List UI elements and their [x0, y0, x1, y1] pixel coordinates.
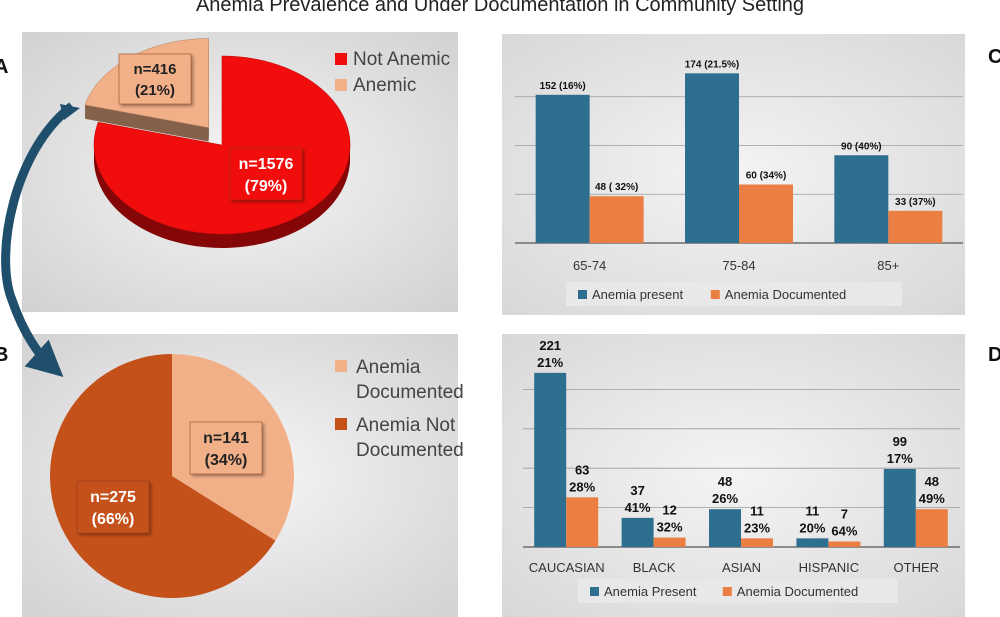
chart-d-data-label: 41%: [625, 500, 651, 515]
chart-d-bar-anemia-documented-other: [915, 509, 948, 547]
chart-c-bar-anemia-documented-85: [888, 210, 943, 243]
pie-a-label-not-anemic: n=1576 (79%): [229, 147, 303, 201]
chart-d-data-label: 26%: [712, 491, 738, 506]
chart-d-bar-anemia-present-black: [621, 517, 654, 547]
chart-d-data-label: 17%: [887, 451, 913, 466]
chart-c-data-label: 60 (34%): [746, 171, 787, 182]
chart-d-bar-anemia-present-caucasian: [534, 372, 567, 547]
chart-d-legend-swatch-anemia-present: [590, 587, 599, 596]
chart-d-bar-anemia-present-other: [883, 468, 916, 547]
pie-a-label-not-anemic-line-1: (79%): [245, 178, 288, 195]
chart-c-legend: Anemia present Anemia Documented: [566, 282, 902, 306]
chart-c-category-label-75-84: 75-84: [722, 258, 755, 273]
panel-label-b: B: [0, 344, 9, 366]
panel-label-c: C: [988, 46, 1000, 68]
pie-a-label-anemic-line-0: n=416: [134, 61, 177, 78]
pie-a-legend-label-not-anemic: Not Anemic: [353, 49, 450, 70]
chart-d-data-label: 11: [806, 503, 820, 518]
chart-c-data-label: 174 (21.5%): [685, 59, 739, 70]
pie-a-label-anemic: n=416 (21%): [118, 53, 192, 105]
chart-c-legend-box: [566, 282, 902, 306]
chart-d-data-label: 21%: [537, 355, 563, 370]
chart-d-data-label: 7: [841, 506, 848, 521]
chart-d-data-label: 20%: [799, 520, 825, 535]
pie-b-legend-swatch-anemia-not-documented: [335, 418, 347, 430]
chart-c-bar-anemia-present-75-84: [685, 73, 739, 243]
chart-c-category-label-65-74: 65-74: [573, 258, 606, 273]
arrow-a-to-b: [1, 102, 75, 378]
chart-d-data-label: 64%: [831, 523, 857, 538]
chart-d-category-label-asian: ASIAN: [722, 560, 761, 575]
chart-c-legend-swatch-anemia-present: [578, 290, 587, 299]
chart-c-bar-anemia-documented-65-74: [589, 196, 644, 243]
pie-b-slice-anemia-not-documented: [49, 354, 276, 599]
chart-d-legend-label-anemia-present: Anemia Present: [604, 584, 697, 599]
pie-a-label-anemic-line-1: (21%): [135, 82, 175, 99]
pie-b-legend-label-anemia-documented: Anemia Documented: [356, 357, 464, 403]
chart-d-data-label: 49%: [919, 491, 945, 506]
chart-d-legend: Anemia Present Anemia Documented: [578, 579, 898, 603]
chart-c-data-label: 33 (37%): [895, 197, 936, 208]
chart-d-bar-anemia-documented-caucasian: [566, 497, 599, 547]
chart-c-legend-label-anemia-present: Anemia present: [592, 287, 683, 302]
pie-b-label-documented-line-1: (34%): [205, 452, 248, 469]
chart-d-data-label: 63: [575, 462, 589, 477]
chart-d-category-label-black: BLACK: [633, 560, 676, 575]
pie-b-label-documented-box: [189, 421, 263, 475]
chart-c-data-label: 90 (40%): [841, 141, 882, 152]
pie-a-label-anemic-box: [118, 53, 192, 105]
pie-b-label-not-documented-line-1: (66%): [92, 511, 135, 528]
pie-a-label-not-anemic-line-0: n=1576: [239, 156, 294, 173]
chart-d-data-label: 48: [925, 474, 939, 489]
chart-d-data-label: 37: [630, 483, 644, 498]
arrow-a-to-b-tail: [60, 104, 80, 120]
chart-c-legend-swatch-anemia-documented: [710, 290, 720, 299]
pie-a-label-not-anemic-box: [229, 147, 303, 201]
chart-c-bar-anemia-documented-75-84: [739, 184, 793, 243]
page-title: Anemia Prevalence and Under Documentatio…: [195, 0, 805, 16]
pie-b-label-not-documented-box: [76, 480, 150, 534]
chart-d-bar-anemia-documented-asian: [741, 538, 773, 547]
chart-d-data-label: 12: [662, 503, 676, 518]
chart-d-legend-label-anemia-documented: Anemia Documented: [737, 584, 858, 599]
chart-d-data-label: 32%: [657, 520, 683, 535]
pie-b-label-documented-line-0: n=141: [203, 430, 249, 447]
chart-d-data-label: 11: [750, 503, 764, 518]
pie-a-legend-label-anemic: Anemic: [353, 75, 416, 96]
chart-d-data-label: 221: [539, 338, 561, 353]
chart-d-legend-swatch-anemia-documented: [722, 587, 732, 596]
pie-a-legend-swatch-not-anemic: [335, 53, 347, 65]
pie-b-label-not-documented-line-0: n=275: [90, 489, 136, 506]
chart-d-bar-anemia-documented-hispanic: [828, 541, 861, 547]
chart-d-legend-box: [578, 579, 898, 603]
pie-a-legend-swatch-anemic: [335, 79, 347, 91]
chart-d-category-label-caucasian: CAUCASIAN: [529, 560, 605, 575]
pie-b-label-not-documented: n=275 (66%): [76, 480, 150, 534]
chart-d-bar-anemia-present-hispanic: [796, 538, 829, 547]
panel-label-d: D: [988, 344, 1000, 366]
pie-b-label-documented: n=141 (34%): [189, 421, 263, 475]
chart-c-bar-anemia-present-65-74: [535, 94, 590, 243]
chart-d-category-label-hispanic: HISPANIC: [799, 560, 859, 575]
chart-c-bar-anemia-present-85: [834, 155, 889, 243]
chart-c-data-label: 152 (16%): [540, 81, 586, 92]
chart-d-data-label: 23%: [744, 520, 770, 535]
chart-c-data-label: 48 ( 32%): [595, 182, 638, 193]
chart-d-bar-anemia-documented-black: [653, 537, 686, 547]
pie-a-legend: Not Anemic Anemic: [335, 49, 450, 96]
pie-b-legend: Anemia Documented Anemia Not Documented: [335, 357, 464, 461]
chart-d-data-label: 28%: [569, 479, 595, 494]
chart-c-category-label-85: 85+: [877, 258, 899, 273]
chart-c-legend-label-anemia-documented: Anemia Documented: [725, 287, 846, 302]
panel-label-a: A: [0, 56, 9, 78]
chart-d-bar-anemia-present-asian: [709, 509, 741, 547]
chart-d-category-label-other: OTHER: [894, 560, 940, 575]
pie-b-legend-swatch-anemia-documented: [335, 360, 347, 372]
chart-d-data-label: 99: [893, 434, 907, 449]
pie-b-legend-label-anemia-not-documented: Anemia Not Documented: [356, 415, 464, 461]
chart-d-data-label: 48: [718, 474, 732, 489]
